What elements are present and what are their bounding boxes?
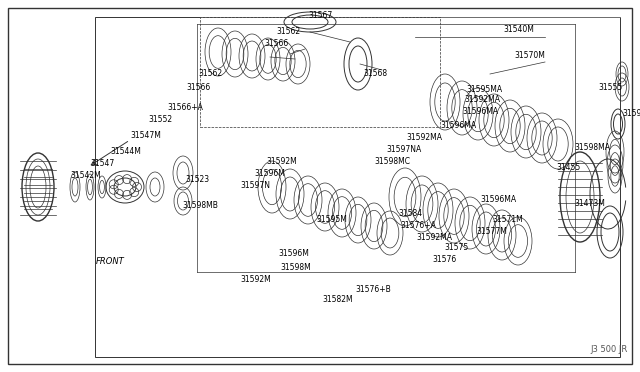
Text: 31544M: 31544M	[110, 147, 141, 155]
Text: 31552: 31552	[148, 115, 172, 125]
Text: 31596MA: 31596MA	[480, 195, 516, 203]
Text: 31566: 31566	[186, 83, 211, 92]
Text: 31555: 31555	[598, 83, 622, 92]
Text: 31592M: 31592M	[266, 157, 297, 167]
Text: 31547: 31547	[90, 160, 115, 169]
Text: 31566+A: 31566+A	[167, 103, 203, 112]
Text: 31595M: 31595M	[316, 215, 347, 224]
Text: 31576+A: 31576+A	[400, 221, 436, 231]
Text: 31592MA: 31592MA	[416, 234, 452, 243]
Text: 31568: 31568	[363, 70, 387, 78]
Text: 31547M: 31547M	[130, 131, 161, 141]
Text: 31566: 31566	[264, 39, 288, 48]
Text: 31598MB: 31598MB	[182, 201, 218, 209]
Text: 31582M: 31582M	[322, 295, 353, 305]
Text: J3 500 JR: J3 500 JR	[591, 345, 628, 354]
Text: 31584: 31584	[398, 209, 422, 218]
Text: 31570M: 31570M	[514, 51, 545, 61]
Text: 31595MA: 31595MA	[466, 84, 502, 93]
Text: 31598MC: 31598MC	[374, 157, 410, 166]
Text: 31523: 31523	[185, 176, 209, 185]
Text: 31571M: 31571M	[492, 215, 523, 224]
Text: 31576+B: 31576+B	[355, 285, 391, 294]
Text: 31596MA: 31596MA	[462, 106, 498, 115]
Text: 31577M: 31577M	[476, 228, 507, 237]
Text: 31598MD: 31598MD	[622, 109, 640, 119]
Text: FRONT: FRONT	[96, 257, 125, 266]
Text: 31576: 31576	[432, 256, 456, 264]
Text: 31592M: 31592M	[240, 276, 271, 285]
Text: 31598MA: 31598MA	[574, 142, 610, 151]
Text: 31598M: 31598M	[280, 263, 311, 273]
Text: 31455: 31455	[556, 163, 580, 171]
Text: 31473M: 31473M	[574, 199, 605, 208]
Text: 31597NA: 31597NA	[386, 145, 421, 154]
Text: 31596MA: 31596MA	[440, 122, 476, 131]
Text: 31575: 31575	[444, 244, 468, 253]
Text: 31542M: 31542M	[70, 171, 100, 180]
Text: 31540M: 31540M	[503, 26, 534, 35]
Text: 31597N: 31597N	[240, 182, 270, 190]
Text: 31592MA: 31592MA	[406, 134, 442, 142]
Text: 31596M: 31596M	[278, 250, 309, 259]
Text: 31567: 31567	[308, 12, 332, 20]
Text: 31562: 31562	[276, 28, 300, 36]
Text: 31562: 31562	[198, 70, 222, 78]
Text: 31592MA: 31592MA	[464, 96, 500, 105]
Text: 31596M: 31596M	[254, 170, 285, 179]
